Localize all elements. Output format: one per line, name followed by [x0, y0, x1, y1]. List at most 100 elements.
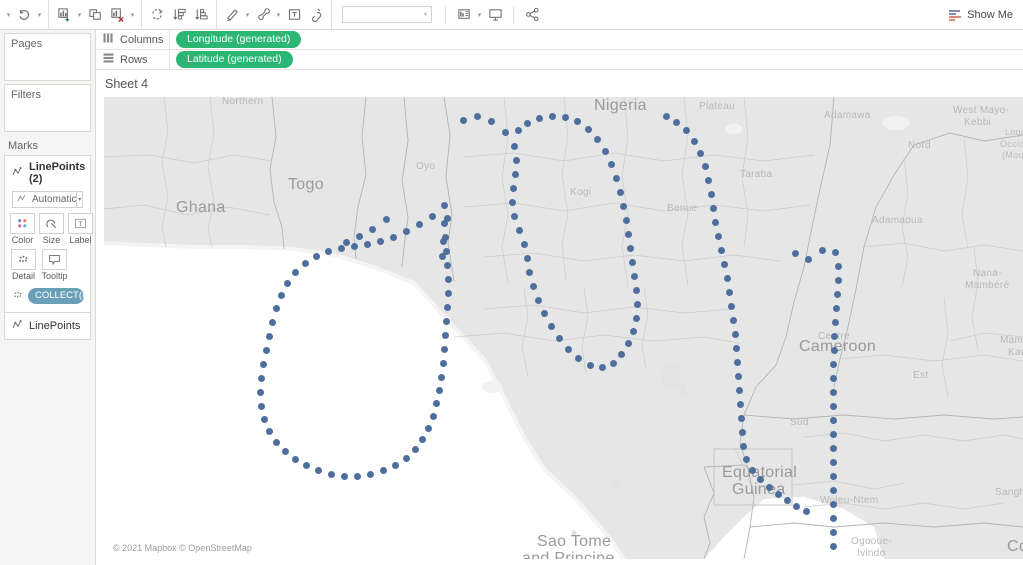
fit-select[interactable]: ▾: [342, 6, 432, 23]
new-worksheet-dropdown-icon[interactable]: ▾: [77, 11, 82, 19]
map-mark-point[interactable]: [829, 500, 837, 508]
map-mark-point[interactable]: [441, 331, 449, 339]
map-mark-point[interactable]: [630, 272, 638, 280]
map-mark-point[interactable]: [709, 204, 717, 212]
map-mark-point[interactable]: [584, 125, 592, 133]
map-mark-point[interactable]: [444, 275, 452, 283]
map-mark-point[interactable]: [487, 117, 495, 125]
map-mark-point[interactable]: [389, 233, 397, 241]
map-mark-point[interactable]: [707, 190, 715, 198]
map-mark-point[interactable]: [682, 126, 690, 134]
map-mark-point[interactable]: [701, 162, 709, 170]
map-mark-point[interactable]: [301, 259, 309, 267]
map-mark-point[interactable]: [547, 322, 555, 330]
map-mark-point[interactable]: [540, 309, 548, 317]
map-mark-point[interactable]: [834, 276, 842, 284]
show-mark-labels-icon[interactable]: [283, 4, 305, 26]
map-mark-point[interactable]: [829, 416, 837, 424]
map-mark-point[interactable]: [738, 428, 746, 436]
marks-tooltip-button[interactable]: Tooltip: [41, 249, 68, 281]
map-mark-point[interactable]: [616, 188, 624, 196]
map-mark-point[interactable]: [363, 240, 371, 248]
map-mark-point[interactable]: [804, 255, 812, 263]
map-mark-point[interactable]: [473, 112, 481, 120]
map-mark-point[interactable]: [443, 303, 451, 311]
map-mark-point[interactable]: [312, 252, 320, 260]
map-mark-point[interactable]: [555, 334, 563, 342]
pill-latitude-generated[interactable]: Latitude (generated): [176, 51, 293, 68]
map-mark-point[interactable]: [818, 246, 826, 254]
map-mark-point[interactable]: [443, 261, 451, 269]
map-mark-point[interactable]: [720, 260, 728, 268]
map-mark-point[interactable]: [440, 345, 448, 353]
map-canvas[interactable]: Northern Oyo Nigeria Plateau Adamawa West May…: [104, 97, 1023, 559]
map-mark-point[interactable]: [609, 359, 617, 367]
map-mark-point[interactable]: [444, 289, 452, 297]
map-mark-point[interactable]: [561, 113, 569, 121]
new-worksheet-icon[interactable]: [53, 4, 75, 26]
map-mark-point[interactable]: [756, 475, 764, 483]
map-mark-point[interactable]: [260, 415, 268, 423]
map-mark-point[interactable]: [277, 291, 285, 299]
map-mark-point[interactable]: [529, 282, 537, 290]
map-mark-point[interactable]: [291, 268, 299, 276]
map-mark-point[interactable]: [442, 317, 450, 325]
map-mark-point[interactable]: [257, 374, 265, 382]
map-mark-point[interactable]: [324, 247, 332, 255]
map-mark-point[interactable]: [265, 332, 273, 340]
map-mark-point[interactable]: [424, 424, 432, 432]
map-mark-point[interactable]: [830, 332, 838, 340]
map-mark-point[interactable]: [624, 339, 632, 347]
map-mark-point[interactable]: [257, 402, 265, 410]
undo-dropdown-icon[interactable]: ▾: [37, 11, 42, 19]
pages-shelf-dropzone[interactable]: [5, 53, 90, 80]
highlight-dropdown-icon[interactable]: ▾: [245, 11, 250, 19]
marks-card-header[interactable]: LinePoints (2): [5, 156, 90, 189]
map-mark-point[interactable]: [704, 176, 712, 184]
sort-ascending-icon[interactable]: [168, 4, 190, 26]
map-mark-point[interactable]: [418, 435, 426, 443]
map-mark-point[interactable]: [573, 117, 581, 125]
map-mark-point[interactable]: [742, 455, 750, 463]
map-mark-point[interactable]: [350, 242, 358, 250]
map-mark-point[interactable]: [617, 350, 625, 358]
toolbar-overflow-left[interactable]: ▾: [6, 11, 11, 19]
map-mark-point[interactable]: [829, 514, 837, 522]
map-mark-point[interactable]: [376, 237, 384, 245]
presentation-mode-icon[interactable]: [484, 4, 506, 26]
duplicate-sheet-icon[interactable]: [84, 4, 106, 26]
sort-descending-icon[interactable]: [190, 4, 212, 26]
map-mark-point[interactable]: [622, 216, 630, 224]
map-mark-point[interactable]: [402, 227, 410, 235]
undo-icon[interactable]: [13, 4, 35, 26]
map-mark-point[interactable]: [268, 318, 276, 326]
map-mark-point[interactable]: [256, 388, 264, 396]
map-mark-point[interactable]: [525, 268, 533, 276]
map-mark-point[interactable]: [739, 442, 747, 450]
map-mark-point[interactable]: [391, 461, 399, 469]
map-mark-point[interactable]: [440, 219, 448, 227]
map-mark-point[interactable]: [628, 258, 636, 266]
marks-detail-button[interactable]: Detail: [10, 249, 37, 281]
group-members-icon[interactable]: [252, 4, 274, 26]
map-mark-point[interactable]: [830, 346, 838, 354]
map-mark-point[interactable]: [765, 483, 773, 491]
map-mark-point[interactable]: [829, 458, 837, 466]
map-mark-point[interactable]: [548, 112, 556, 120]
map-mark-point[interactable]: [834, 262, 842, 270]
map-mark-point[interactable]: [368, 225, 376, 233]
map-mark-point[interactable]: [272, 304, 280, 312]
map-mark-point[interactable]: [415, 220, 423, 228]
map-mark-point[interactable]: [633, 300, 641, 308]
map-mark-point[interactable]: [829, 430, 837, 438]
share-icon[interactable]: [521, 4, 543, 26]
map-mark-point[interactable]: [732, 344, 740, 352]
map-mark-point[interactable]: [337, 244, 345, 252]
map-mark-point[interactable]: [725, 288, 733, 296]
map-mark-point[interactable]: [829, 360, 837, 368]
map-mark-point[interactable]: [829, 472, 837, 480]
map-mark-point[interactable]: [717, 246, 725, 254]
marks-color-button[interactable]: Color: [10, 213, 35, 245]
map-mark-point[interactable]: [262, 346, 270, 354]
map-mark-point[interactable]: [607, 160, 615, 168]
